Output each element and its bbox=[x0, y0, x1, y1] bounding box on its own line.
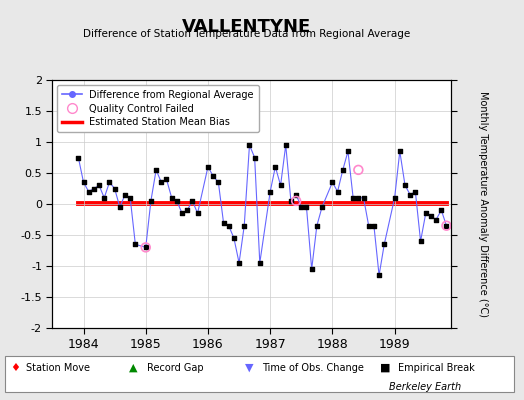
Point bbox=[147, 198, 155, 204]
Point bbox=[359, 195, 368, 201]
Point bbox=[116, 204, 124, 210]
Point bbox=[256, 260, 264, 266]
Point bbox=[245, 142, 254, 148]
Point bbox=[178, 210, 186, 216]
Point bbox=[214, 179, 223, 186]
Point bbox=[432, 216, 440, 223]
Point bbox=[84, 188, 93, 195]
Point bbox=[95, 182, 103, 189]
Point bbox=[313, 222, 321, 229]
Point bbox=[121, 192, 129, 198]
Point bbox=[308, 266, 316, 272]
Point bbox=[126, 195, 134, 201]
Point bbox=[111, 185, 119, 192]
Text: Station Move: Station Move bbox=[26, 363, 90, 373]
Y-axis label: Monthly Temperature Anomaly Difference (°C): Monthly Temperature Anomaly Difference (… bbox=[478, 91, 488, 317]
Point bbox=[79, 179, 88, 186]
Point bbox=[74, 154, 83, 161]
Point bbox=[287, 198, 295, 204]
Point bbox=[354, 195, 363, 201]
Text: Berkeley Earth: Berkeley Earth bbox=[389, 382, 461, 392]
Point bbox=[365, 222, 373, 229]
Point bbox=[271, 164, 279, 170]
Point bbox=[266, 188, 275, 195]
Legend: Difference from Regional Average, Quality Control Failed, Estimated Station Mean: Difference from Regional Average, Qualit… bbox=[57, 85, 259, 132]
Text: ▼: ▼ bbox=[245, 363, 253, 373]
Point bbox=[328, 179, 336, 186]
Point bbox=[276, 182, 285, 189]
Point bbox=[168, 195, 176, 201]
Point bbox=[152, 167, 160, 173]
Point bbox=[224, 222, 233, 229]
Point bbox=[90, 185, 98, 192]
Point bbox=[162, 176, 171, 182]
Point bbox=[421, 210, 430, 216]
Point bbox=[333, 188, 342, 195]
Point bbox=[204, 164, 212, 170]
Point bbox=[240, 222, 248, 229]
Point bbox=[100, 195, 108, 201]
Point bbox=[442, 222, 451, 229]
Point bbox=[380, 241, 388, 248]
Point bbox=[339, 167, 347, 173]
Text: ♦: ♦ bbox=[9, 363, 20, 373]
Point bbox=[297, 204, 305, 210]
Point bbox=[370, 222, 378, 229]
Point bbox=[417, 238, 425, 244]
Point bbox=[188, 198, 196, 204]
Point bbox=[375, 272, 383, 278]
Point bbox=[390, 195, 399, 201]
Point bbox=[131, 241, 139, 248]
Text: Difference of Station Temperature Data from Regional Average: Difference of Station Temperature Data f… bbox=[83, 29, 410, 39]
Point bbox=[292, 198, 300, 204]
Point bbox=[401, 182, 409, 189]
Point bbox=[396, 148, 404, 154]
Point bbox=[437, 207, 445, 214]
Point bbox=[193, 210, 202, 216]
Point bbox=[349, 195, 357, 201]
Point bbox=[172, 198, 181, 204]
Point bbox=[235, 260, 243, 266]
Point bbox=[406, 192, 414, 198]
Point bbox=[427, 213, 435, 220]
Point bbox=[157, 179, 166, 186]
Text: Empirical Break: Empirical Break bbox=[398, 363, 475, 373]
Text: VALLENTYNE: VALLENTYNE bbox=[182, 18, 311, 36]
Point bbox=[411, 188, 420, 195]
Text: Record Gap: Record Gap bbox=[147, 363, 203, 373]
Point bbox=[292, 192, 300, 198]
Point bbox=[442, 222, 451, 229]
Point bbox=[302, 204, 311, 210]
Point bbox=[344, 148, 352, 154]
Point bbox=[105, 179, 114, 186]
Text: Time of Obs. Change: Time of Obs. Change bbox=[262, 363, 364, 373]
Point bbox=[230, 235, 238, 241]
Point bbox=[183, 207, 191, 214]
Point bbox=[141, 244, 150, 250]
Point bbox=[209, 173, 217, 179]
Text: ■: ■ bbox=[380, 363, 390, 373]
Point bbox=[250, 154, 259, 161]
Point bbox=[354, 167, 363, 173]
Point bbox=[318, 204, 326, 210]
Point bbox=[141, 244, 150, 250]
Text: ▲: ▲ bbox=[129, 363, 138, 373]
Point bbox=[220, 219, 228, 226]
Point bbox=[281, 142, 290, 148]
